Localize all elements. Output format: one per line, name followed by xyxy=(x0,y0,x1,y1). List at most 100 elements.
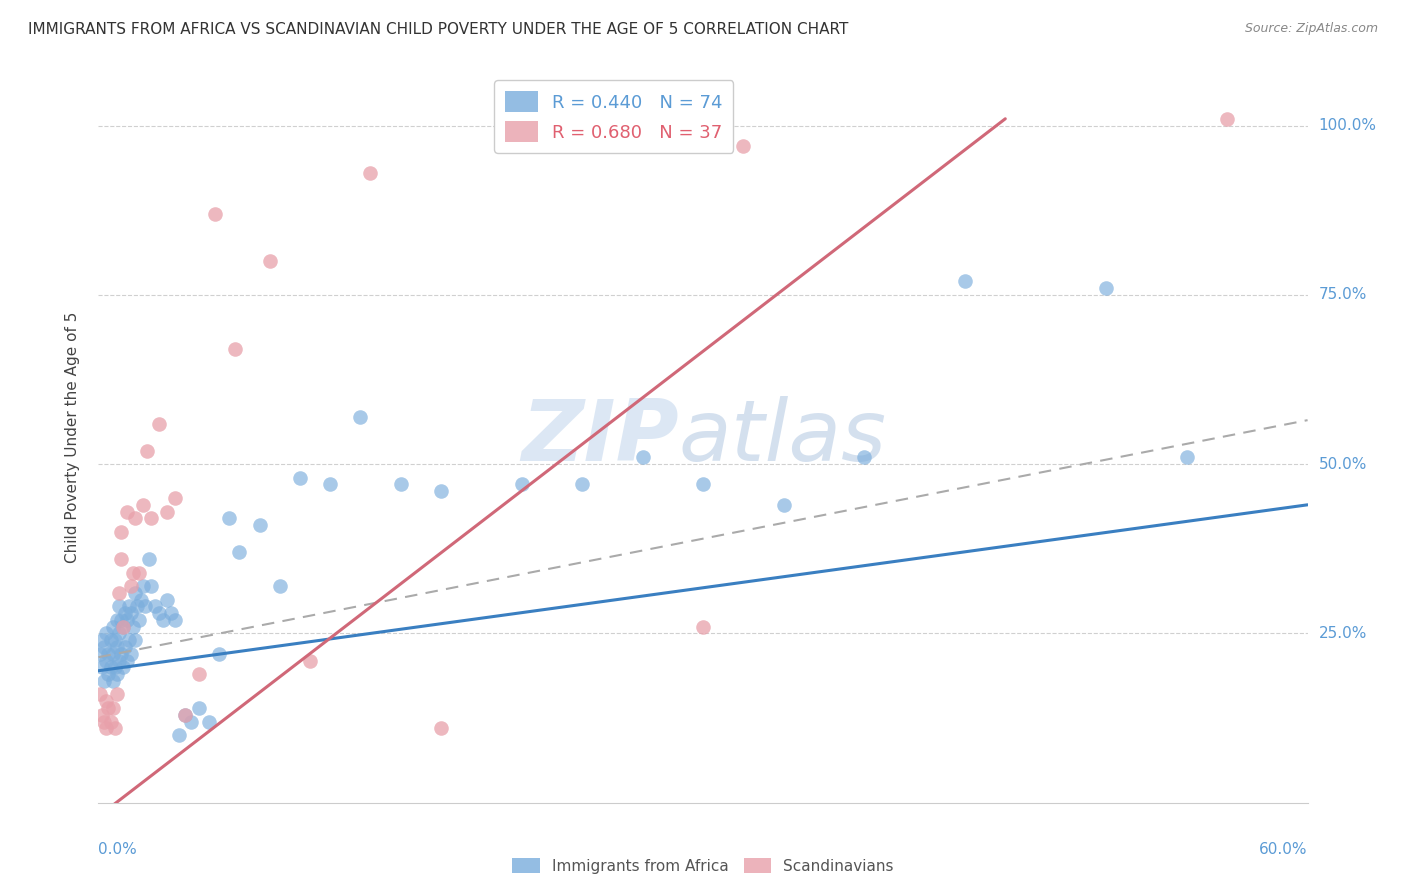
Point xyxy=(96,694,118,708)
Point xyxy=(319,477,342,491)
Point xyxy=(134,599,156,614)
Text: Source: ZipAtlas.com: Source: ZipAtlas.com xyxy=(1244,22,1378,36)
Legend: R = 0.440   N = 74, R = 0.680   N = 37: R = 0.440 N = 74, R = 0.680 N = 37 xyxy=(495,80,734,153)
Point xyxy=(692,477,714,491)
Point xyxy=(349,409,371,424)
Point xyxy=(430,484,453,499)
Point xyxy=(174,707,197,722)
Point xyxy=(89,688,111,702)
Point xyxy=(111,620,134,634)
Point xyxy=(198,714,221,729)
Point xyxy=(101,701,124,715)
Point xyxy=(733,139,755,153)
Point xyxy=(114,606,136,620)
Point xyxy=(128,566,150,580)
Point xyxy=(135,443,157,458)
Point xyxy=(139,579,162,593)
Text: 25.0%: 25.0% xyxy=(1319,626,1367,641)
Point xyxy=(129,592,152,607)
Text: ZIP: ZIP xyxy=(522,395,679,479)
Point xyxy=(118,633,141,648)
Text: 0.0%: 0.0% xyxy=(98,842,138,856)
Point xyxy=(389,477,412,491)
Point xyxy=(111,620,134,634)
Point xyxy=(132,579,155,593)
Point xyxy=(91,660,114,674)
Point xyxy=(97,667,120,681)
Point xyxy=(100,660,122,674)
Legend: Immigrants from Africa, Scandinavians: Immigrants from Africa, Scandinavians xyxy=(506,852,900,880)
Point xyxy=(91,707,114,722)
Point xyxy=(100,633,122,648)
Point xyxy=(120,647,142,661)
Point xyxy=(103,660,125,674)
Point xyxy=(1175,450,1198,465)
Point xyxy=(160,606,183,620)
Point xyxy=(110,552,132,566)
Point xyxy=(91,633,114,648)
Point xyxy=(491,139,513,153)
Text: 75.0%: 75.0% xyxy=(1319,287,1367,302)
Point xyxy=(772,498,794,512)
Point xyxy=(224,342,246,356)
Point xyxy=(101,620,124,634)
Point xyxy=(128,613,150,627)
Point xyxy=(163,613,186,627)
Point xyxy=(118,599,141,614)
Text: IMMIGRANTS FROM AFRICA VS SCANDINAVIAN CHILD POVERTY UNDER THE AGE OF 5 CORRELAT: IMMIGRANTS FROM AFRICA VS SCANDINAVIAN C… xyxy=(28,22,848,37)
Point xyxy=(93,673,115,688)
Point xyxy=(121,566,143,580)
Point xyxy=(107,654,129,668)
Point xyxy=(96,654,118,668)
Point xyxy=(139,511,162,525)
Point xyxy=(105,688,128,702)
Point xyxy=(110,647,132,661)
Point xyxy=(152,613,174,627)
Point xyxy=(120,606,142,620)
Point xyxy=(148,606,170,620)
Point xyxy=(360,166,382,180)
Point xyxy=(249,518,271,533)
Text: 60.0%: 60.0% xyxy=(1260,842,1308,856)
Point xyxy=(156,505,179,519)
Point xyxy=(103,633,125,648)
Point xyxy=(188,667,211,681)
Point xyxy=(167,728,190,742)
Point xyxy=(510,477,533,491)
Point xyxy=(259,254,281,268)
Point xyxy=(132,498,155,512)
Point xyxy=(107,599,129,614)
Point xyxy=(299,654,322,668)
Point xyxy=(89,647,111,661)
Point xyxy=(430,721,453,735)
Point xyxy=(120,579,142,593)
Point xyxy=(208,647,231,661)
Point xyxy=(156,592,179,607)
Point xyxy=(180,714,202,729)
Point xyxy=(101,647,124,661)
Text: 50.0%: 50.0% xyxy=(1319,457,1367,472)
Text: 100.0%: 100.0% xyxy=(1319,118,1376,133)
Point xyxy=(93,640,115,654)
Point xyxy=(107,626,129,640)
Point xyxy=(288,471,311,485)
Point xyxy=(1216,112,1239,126)
Point xyxy=(110,524,132,539)
Point xyxy=(110,613,132,627)
Point xyxy=(174,707,197,722)
Point xyxy=(115,613,138,627)
Point xyxy=(188,701,211,715)
Point xyxy=(124,633,146,648)
Point xyxy=(953,274,976,288)
Point xyxy=(124,511,146,525)
Point xyxy=(105,640,128,654)
Y-axis label: Child Poverty Under the Age of 5: Child Poverty Under the Age of 5 xyxy=(65,311,80,563)
Point xyxy=(115,654,138,668)
Point xyxy=(111,660,134,674)
Point xyxy=(204,206,226,220)
Point xyxy=(105,613,128,627)
Point xyxy=(103,721,125,735)
Point xyxy=(97,647,120,661)
Point xyxy=(138,552,160,566)
Point xyxy=(105,667,128,681)
